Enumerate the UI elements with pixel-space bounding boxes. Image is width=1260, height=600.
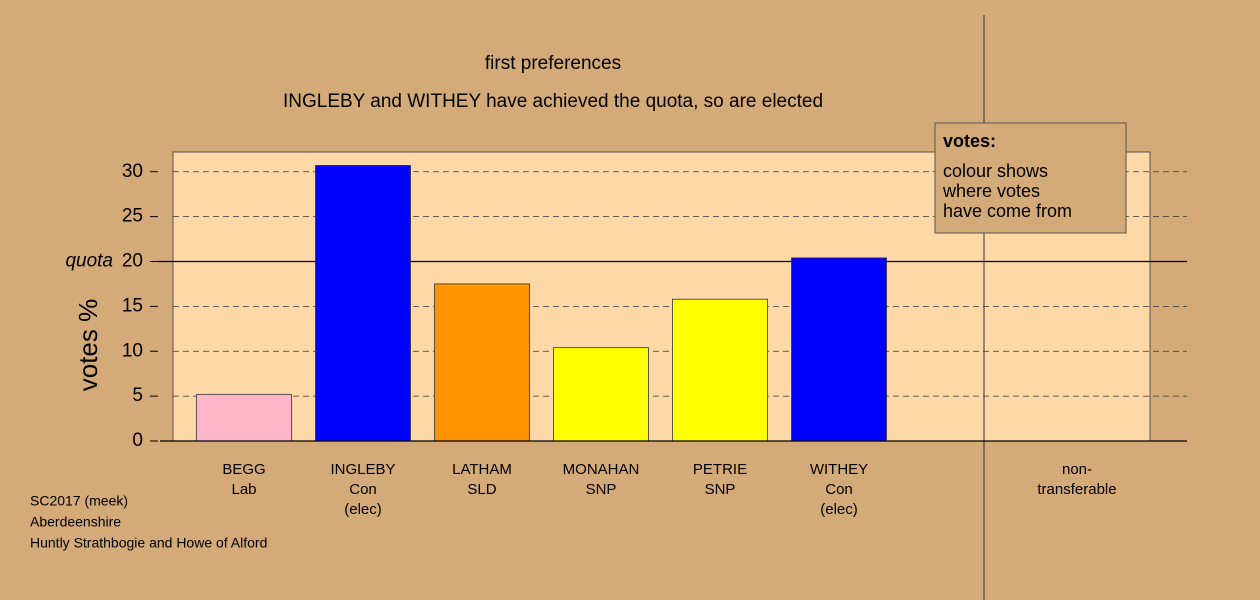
x-tick-label: SNP	[586, 481, 617, 498]
footer-text: Aberdeenshire	[30, 514, 121, 530]
x-tick-label: Lab	[231, 481, 256, 498]
legend-text: colour shows	[943, 161, 1048, 181]
legend-title: votes:	[943, 131, 996, 151]
bar	[315, 165, 411, 442]
x-tick-label: WITHEY	[810, 461, 868, 478]
legend-text: have come from	[943, 201, 1072, 221]
x-tick-label: INGLEBY	[330, 461, 395, 478]
x-tick-label: PETRIE	[693, 461, 747, 478]
y-tick-label: 5	[132, 385, 143, 406]
y-tick-label: 20	[122, 251, 143, 272]
x-tick-label: transferable	[1037, 481, 1116, 498]
legend-text: where votes	[942, 181, 1040, 201]
x-tick-label: non-	[1062, 461, 1092, 478]
bar	[553, 347, 649, 442]
x-tick-label: MONAHAN	[563, 461, 640, 478]
y-tick-label: 30	[122, 161, 143, 182]
legend-box	[934, 122, 1127, 234]
x-tick-label: BEGG	[222, 461, 265, 478]
bar	[434, 283, 530, 442]
bar	[672, 298, 768, 442]
x-tick-label: (elec)	[344, 501, 382, 518]
x-tick-label: SLD	[467, 481, 496, 498]
y-tick-label: 25	[122, 206, 143, 227]
x-tick-label: LATHAM	[452, 461, 512, 478]
y-tick-label: 15	[122, 295, 143, 316]
footer-text: Huntly Strathbogie and Howe of Alford	[30, 535, 267, 551]
chart-subtitle: INGLEBY and WITHEY have achieved the quo…	[283, 91, 823, 112]
bar	[196, 393, 292, 442]
y-tick-label: 10	[122, 340, 143, 361]
x-tick-label: (elec)	[820, 501, 858, 518]
x-tick-label: Con	[349, 481, 377, 498]
x-tick-label: Con	[825, 481, 853, 498]
bar	[791, 257, 887, 442]
chart-title: first preferences	[485, 53, 621, 74]
footer-text: SC2017 (meek)	[30, 493, 128, 509]
quota-label: quota	[65, 251, 113, 272]
y-tick-label: 0	[132, 430, 143, 451]
x-tick-label: SNP	[705, 481, 736, 498]
y-axis-label: votes %	[73, 299, 103, 392]
